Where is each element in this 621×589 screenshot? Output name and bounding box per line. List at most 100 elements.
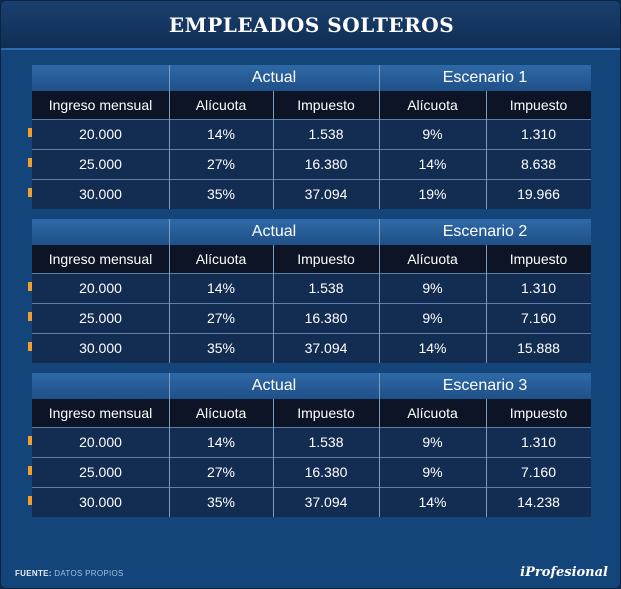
group-header-actual: Actual	[251, 69, 297, 86]
column-header: Alícuota	[195, 251, 247, 267]
table-row: 20.000 14% 1.538 9% 1.310	[32, 427, 591, 457]
column-header-row: Ingreso mensual Alícuota Impuesto Alícuota I…	[32, 91, 591, 119]
table-cell: 1.538	[308, 434, 344, 450]
column-divider	[486, 91, 487, 209]
column-header: Impuesto	[297, 97, 355, 113]
table-cell: 37.094	[304, 186, 348, 202]
column-divider	[486, 245, 487, 363]
table-cell: 9%	[422, 310, 443, 326]
table-cell: 27%	[206, 464, 236, 480]
table-cell: 37.094	[304, 494, 348, 510]
column-header: Alícuota	[407, 97, 458, 113]
group-divider	[379, 373, 380, 517]
table-cell: 20.000	[79, 434, 122, 450]
table-cell: 1.538	[308, 126, 344, 142]
table-cell: 27%	[206, 310, 236, 326]
group-header-row: Actual Escenario 1	[32, 65, 591, 91]
table-block-1: Actual Escenario 1 Ingreso mensual Alícuota…	[32, 65, 591, 210]
table-cell: 9%	[422, 464, 443, 480]
table-cell: 35%	[206, 186, 236, 202]
table-row: 30.000 35% 37.094 19% 19.966	[32, 179, 591, 209]
group-header-scenario: Escenario 3	[442, 377, 528, 394]
table-cell: 7.160	[520, 464, 557, 480]
column-header: Impuesto	[509, 405, 568, 421]
table-cell: 25.000	[79, 156, 122, 172]
table-cell: 30.000	[79, 186, 122, 202]
table-cell: 14%	[418, 340, 447, 356]
page-title: EMPLEADOS SOLTEROS	[168, 13, 455, 37]
table-cell: 20.000	[79, 280, 122, 296]
column-header: Ingreso mensual	[48, 405, 153, 421]
table-row: 25.000 27% 16.380 14% 8.638	[32, 149, 591, 179]
column-header-row: Ingreso mensual Alícuota Impuesto Alícuota I…	[32, 399, 591, 427]
table-cell: 16.380	[304, 156, 348, 172]
table-cell: 14%	[206, 434, 236, 450]
table-cell: 1.310	[520, 126, 557, 142]
column-header-row: Ingreso mensual Alícuota Impuesto Alícuota I…	[32, 245, 591, 273]
column-header: Alícuota	[195, 97, 247, 113]
group-header-actual: Actual	[251, 223, 297, 240]
table-cell: 25.000	[79, 464, 122, 480]
table-cell: 19%	[418, 186, 447, 202]
table-row: 25.000 27% 16.380 9% 7.160	[32, 457, 591, 487]
column-header: Impuesto	[297, 251, 355, 267]
table-cell: 30.000	[79, 340, 122, 356]
source-label: FUENTE:	[15, 569, 52, 578]
group-header-row: Actual Escenario 2	[32, 219, 591, 245]
table-cell: 37.094	[304, 340, 348, 356]
group-header-scenario: Escenario 1	[442, 69, 528, 86]
column-header: Impuesto	[509, 97, 568, 113]
table-block-2: Actual Escenario 2 Ingreso mensual Alícuota…	[32, 219, 591, 364]
table-cell: 7.160	[520, 310, 557, 326]
table-cell: 8.638	[520, 156, 557, 172]
table-cell: 1.538	[308, 280, 344, 296]
table-cell: 20.000	[79, 126, 122, 142]
table-cell: 30.000	[79, 494, 122, 510]
table-row: 30.000 35% 37.094 14% 15.888	[32, 333, 591, 363]
column-header: Ingreso mensual	[48, 97, 153, 113]
column-header: Impuesto	[297, 405, 355, 421]
group-divider	[169, 373, 170, 517]
group-divider	[169, 65, 170, 209]
source-note: FUENTE: DATOS PROPIOS	[15, 569, 124, 578]
table-cell: 15.888	[517, 340, 560, 356]
group-divider	[379, 219, 380, 363]
table-row: 25.000 27% 16.380 9% 7.160	[32, 303, 591, 333]
table-cell: 1.310	[520, 434, 557, 450]
table-row: 20.000 14% 1.538 9% 1.310	[32, 273, 591, 303]
table-cell: 14%	[206, 126, 236, 142]
table-cell: 14.238	[517, 494, 560, 510]
group-header-row: Actual Escenario 3	[32, 373, 591, 399]
column-divider	[273, 399, 274, 517]
brand-logo: iProfesional	[520, 565, 608, 580]
table-cell: 9%	[422, 126, 443, 142]
table-cell: 35%	[206, 494, 236, 510]
table-cell: 27%	[206, 156, 236, 172]
table-cell: 9%	[422, 280, 443, 296]
title-bar: EMPLEADOS SOLTEROS	[1, 1, 620, 50]
table-cell: 14%	[418, 156, 447, 172]
column-header: Alícuota	[407, 405, 458, 421]
table-cell: 16.380	[304, 464, 348, 480]
column-divider	[273, 91, 274, 209]
column-header: Ingreso mensual	[48, 251, 153, 267]
table-block-3: Actual Escenario 3 Ingreso mensual Alícuota…	[32, 373, 591, 518]
column-header: Impuesto	[509, 251, 568, 267]
group-divider	[169, 219, 170, 363]
column-divider	[486, 399, 487, 517]
table-cell: 14%	[206, 280, 236, 296]
table-cell: 9%	[422, 434, 443, 450]
table-cell: 16.380	[304, 310, 348, 326]
column-header: Alícuota	[407, 251, 458, 267]
group-divider	[379, 65, 380, 209]
group-header-scenario: Escenario 2	[442, 223, 528, 240]
table-cell: 1.310	[520, 280, 557, 296]
table-row: 20.000 14% 1.538 9% 1.310	[32, 119, 591, 149]
table-cell: 14%	[418, 494, 447, 510]
source-text: DATOS PROPIOS	[54, 569, 124, 578]
column-divider	[273, 245, 274, 363]
table-row: 30.000 35% 37.094 14% 14.238	[32, 487, 591, 517]
table-cell: 35%	[206, 340, 236, 356]
table-cell: 25.000	[79, 310, 122, 326]
